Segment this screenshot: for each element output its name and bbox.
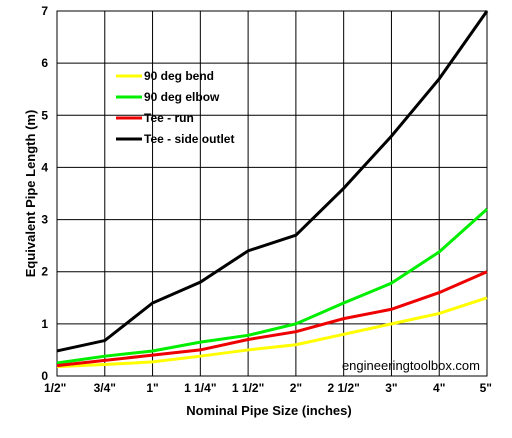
plot-frame — [56, 10, 488, 377]
legend: 90 deg bend 90 deg elbow Tee - run Tee - si… — [116, 69, 234, 146]
y-tick-label: 4 — [41, 160, 48, 174]
x-tick-label: 2 1/2" — [327, 381, 359, 395]
x-tick-label: 4" — [433, 381, 445, 395]
y-tick-label: 3 — [41, 213, 48, 227]
legend-label-4: Tee - side outlet — [144, 132, 234, 146]
x-tick-label: 1 1/2" — [232, 381, 264, 395]
x-tick-label: 1 1/4" — [184, 381, 216, 395]
x-axis-ticks: 1/2" 3/4" 1" 1 1/4" 1 1/2" 2" 2 1/2" 3" 4" 5" — [44, 381, 492, 395]
x-tick-label: 3/4" — [94, 381, 116, 395]
series-line-3 — [56, 270, 488, 368]
y-tick-label: 0 — [41, 369, 48, 383]
y-tick-label: 6 — [41, 56, 48, 70]
x-tick-label: 2" — [290, 381, 302, 395]
legend-label-2: 90 deg elbow — [144, 90, 220, 104]
y-tick-label: 2 — [41, 265, 48, 279]
series-line-4 — [56, 10, 489, 353]
y-axis-ticks: 0 1 2 3 4 5 6 7 — [41, 4, 48, 383]
x-tick-label: 5" — [480, 381, 492, 395]
series-line-1 — [56, 296, 488, 369]
y-tick-label: 1 — [41, 317, 48, 331]
watermark: engineeringtoolbox.com — [342, 358, 480, 373]
y-tick-label: 5 — [41, 108, 48, 122]
y-tick-label: 7 — [41, 4, 48, 18]
x-tick-label: 1/2" — [44, 381, 66, 395]
series-line-2 — [56, 208, 489, 365]
x-tick-label: 3" — [385, 381, 397, 395]
x-axis-title: Nominal Pipe Size (inches) — [186, 403, 351, 418]
y-axis-title: Equivalent Pipe Length (m) — [23, 110, 38, 278]
x-tick-label: 1" — [146, 381, 158, 395]
grid — [57, 11, 487, 376]
legend-label-3: Tee - run — [144, 111, 194, 125]
series-layer — [56, 10, 489, 369]
legend-label-1: 90 deg bend — [144, 69, 214, 83]
